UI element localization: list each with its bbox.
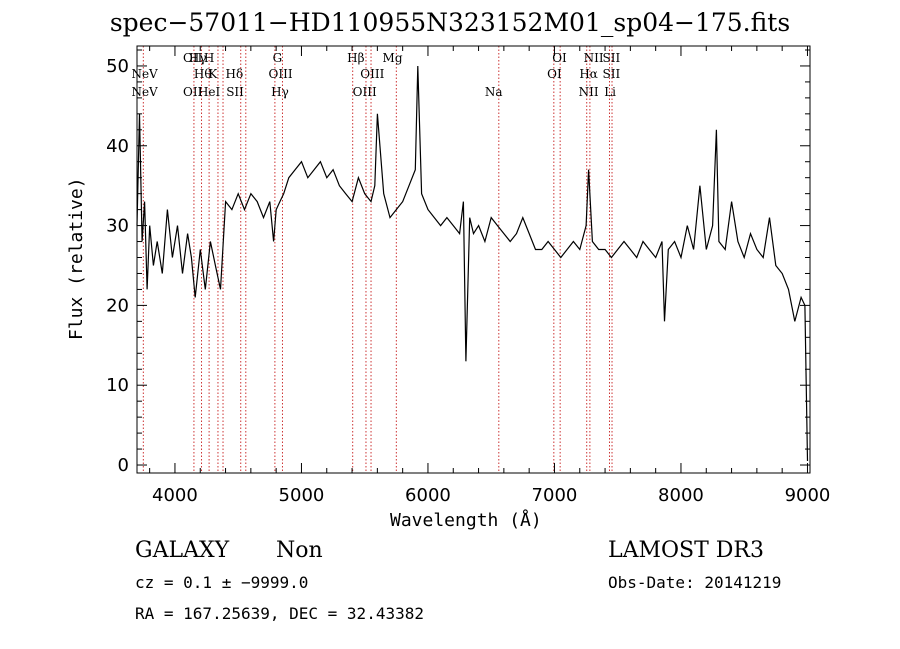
emission-line-label: OIII xyxy=(353,85,377,99)
spectrum-series-group xyxy=(136,65,809,462)
spectrum-line xyxy=(136,65,809,462)
observation-date: Obs-Date: 20141219 xyxy=(608,573,782,592)
reference-line-group xyxy=(142,46,613,473)
emission-line-label: NII xyxy=(584,51,604,65)
emission-line-label: Hβ xyxy=(347,51,364,65)
emission-line-label: Na xyxy=(485,85,503,99)
emission-line-label: Hδ xyxy=(226,67,244,81)
y-tick-label: 20 xyxy=(106,295,129,316)
emission-line-label: G xyxy=(273,51,283,65)
y-axis-ticks: 0 10 20 30 40 50 xyxy=(106,49,810,476)
emission-line-label: SII xyxy=(226,85,244,99)
emission-line-label: OI xyxy=(552,51,567,65)
x-tick-label: 4000 xyxy=(152,485,198,506)
x-tick-label: 7000 xyxy=(532,485,578,506)
emission-line-label: OIII xyxy=(360,67,384,81)
emission-line-label: NeV xyxy=(131,67,158,81)
x-tick-label: 8000 xyxy=(658,485,704,506)
y-tick-label: 40 xyxy=(106,136,129,157)
y-tick-label: 30 xyxy=(106,216,129,237)
emission-line-label: Hγ xyxy=(189,51,207,65)
emission-line-label: OII xyxy=(183,85,203,99)
redshift-line: cz = 0.1 ± −9999.0 xyxy=(135,573,309,592)
plot-frame xyxy=(136,45,811,474)
emission-line-label: Mg xyxy=(383,51,403,65)
x-tick-label: 6000 xyxy=(405,485,451,506)
emission-line-label: H xyxy=(204,51,214,65)
y-tick-label: 50 xyxy=(106,56,129,77)
emission-line-label: OIII xyxy=(269,67,293,81)
survey-name: LAMOST DR3 xyxy=(608,538,764,563)
emission-line-label: HeI xyxy=(198,85,221,99)
emission-line-label: OI xyxy=(547,67,562,81)
emission-line-label: OII xyxy=(183,51,203,65)
coordinates-line: RA = 167.25639, DEC = 32.43382 xyxy=(135,604,424,623)
emission-line-label: SII xyxy=(603,67,621,81)
x-axis-ticks: 4000 5000 6000 7000 8000 9000 xyxy=(149,46,831,506)
object-class: GALAXY xyxy=(135,538,230,563)
emission-line-label: NeV xyxy=(131,85,158,99)
chart-title: spec−57011−HD110955N323152M01_sp04−175.f… xyxy=(109,8,791,37)
emission-line-label: NII xyxy=(579,85,599,99)
emission-line-label: K xyxy=(208,67,218,81)
emission-line-label: Hθ xyxy=(194,67,212,81)
y-tick-label: 10 xyxy=(106,375,129,396)
emission-line-label: SII xyxy=(603,51,621,65)
x-tick-label: 9000 xyxy=(785,485,831,506)
y-axis-label: Flux (relative) xyxy=(66,177,87,340)
emission-line-label: Hγ xyxy=(271,85,289,99)
y-tick-label: 0 xyxy=(118,455,129,476)
object-subclass: Non xyxy=(276,538,323,563)
emission-line-label: Li xyxy=(604,85,616,99)
emission-line-label: Hα xyxy=(579,67,598,81)
x-axis-label: Wavelength (Å) xyxy=(390,510,542,531)
x-tick-label: 5000 xyxy=(279,485,325,506)
